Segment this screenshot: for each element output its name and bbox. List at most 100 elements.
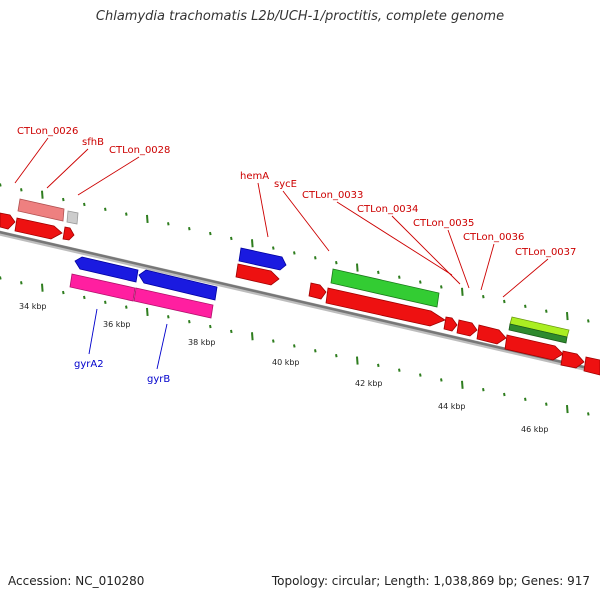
outer-tick xyxy=(314,256,317,260)
gene-feature-hema[interactable] xyxy=(235,263,280,286)
gene-label: gyrB xyxy=(147,374,170,385)
inner-tick xyxy=(335,353,338,358)
outer-tick xyxy=(587,319,590,323)
gene-label: CTLon_0035 xyxy=(413,218,474,229)
inner-tick xyxy=(377,363,380,368)
outer-tick xyxy=(146,214,149,224)
outer-tick xyxy=(440,285,443,289)
inner-tick xyxy=(230,329,233,334)
inner-tick xyxy=(482,387,485,392)
outer-tick xyxy=(20,188,23,192)
gene-label: gyrA2 xyxy=(74,359,104,370)
outer-tick xyxy=(209,231,212,236)
label-leader-lines xyxy=(14,137,549,370)
gene-features xyxy=(0,198,600,376)
gene-feature-red-3[interactable] xyxy=(62,226,75,241)
outer-tick xyxy=(230,236,233,241)
inner-tick xyxy=(104,300,107,304)
gene-feature-ctlon-0033[interactable] xyxy=(325,287,446,327)
outer-tick xyxy=(83,202,86,207)
inner-tick xyxy=(125,305,128,309)
inner-tick xyxy=(545,402,548,406)
leader-line xyxy=(88,308,98,355)
gene-label: CTLon_0033 xyxy=(302,190,363,201)
inner-tick xyxy=(293,344,296,348)
scale-labels: 34 kbp 36 kbp 38 kbp 40 kbp 42 kbp 44 kbp 46 k… xyxy=(19,302,549,434)
inner-tick xyxy=(440,378,443,382)
inner-tick xyxy=(167,315,170,319)
inner-ticks xyxy=(0,276,590,416)
gene-labels: CTLon_0026 sfhB CTLon_0028 hemA sycE CTLon_00… xyxy=(17,126,576,385)
gene-feature-gyrb[interactable] xyxy=(138,269,218,301)
inner-tick xyxy=(356,356,359,365)
genome-backbone-core xyxy=(0,230,600,373)
leader-line xyxy=(391,215,461,285)
inner-tick xyxy=(20,281,23,285)
outer-tick xyxy=(419,280,422,284)
gene-feature-ctlon-0037-dark[interactable] xyxy=(508,323,568,344)
gene-feature-syce[interactable] xyxy=(330,268,440,308)
topology-text: Topology: circular; Length: 1,038,869 bp… xyxy=(271,574,590,588)
inner-tick xyxy=(83,295,86,300)
outer-tick xyxy=(167,222,170,226)
scale-label: 36 kbp xyxy=(103,320,131,329)
page-title: Chlamydia trachomatis L2b/UCH-1/proctiti… xyxy=(95,9,505,24)
outer-tick xyxy=(188,226,191,231)
scale-label: 46 kbp xyxy=(521,425,549,434)
inner-tick xyxy=(419,373,422,377)
outer-tick xyxy=(335,260,338,265)
outer-tick xyxy=(41,190,44,199)
gene-feature-gyra2[interactable] xyxy=(74,256,139,283)
gene-label: CTLon_0028 xyxy=(109,145,170,156)
leader-line xyxy=(282,190,330,252)
scale-label: 38 kbp xyxy=(188,338,216,347)
inner-tick xyxy=(272,339,275,343)
gene-label: sycE xyxy=(274,179,297,190)
gene-label: CTLon_0026 xyxy=(17,126,78,137)
gene-feature-red-4[interactable] xyxy=(308,282,327,300)
scale-label: 34 kbp xyxy=(19,302,47,311)
gene-feature-red-5[interactable] xyxy=(504,334,564,361)
gene-label: CTLon_0036 xyxy=(463,232,524,243)
scale-label: 40 kbp xyxy=(272,358,300,367)
gene-feature-ctlon-0036[interactable] xyxy=(476,324,507,345)
gene-feature-red-1[interactable] xyxy=(0,212,16,230)
leader-line xyxy=(257,182,269,238)
outer-tick xyxy=(377,270,380,275)
inner-tick xyxy=(398,368,401,372)
gene-feature-gyrb-pink[interactable] xyxy=(133,287,214,319)
outer-tick xyxy=(524,304,527,309)
outer-tick xyxy=(0,183,2,187)
outer-tick xyxy=(62,197,65,202)
inner-tick xyxy=(587,412,590,416)
leader-line xyxy=(502,258,549,298)
outer-tick xyxy=(503,299,506,304)
outer-tick xyxy=(398,275,401,279)
inner-tick xyxy=(524,397,527,402)
inner-tick xyxy=(314,349,317,353)
leader-line xyxy=(156,323,168,370)
outer-tick xyxy=(272,246,275,250)
outer-tick xyxy=(104,207,107,211)
gene-feature-red-2[interactable] xyxy=(14,217,63,240)
leader-line xyxy=(46,148,89,189)
gene-feature-cds-blue-hema[interactable] xyxy=(238,247,287,271)
outer-tick xyxy=(125,212,128,216)
outer-tick xyxy=(461,287,464,296)
leader-line xyxy=(14,137,49,184)
gene-feature-ctlon-0026[interactable] xyxy=(17,198,65,222)
outer-tick xyxy=(482,294,485,299)
outer-tick xyxy=(293,251,296,255)
gene-feature-sfhb[interactable] xyxy=(66,210,79,225)
gene-label: hemA xyxy=(240,171,269,182)
gene-label: sfhB xyxy=(82,137,104,148)
gene-feature-red-7[interactable] xyxy=(583,356,600,376)
gene-feature-ctlon-0034[interactable] xyxy=(443,316,458,332)
inner-tick xyxy=(503,392,506,397)
inner-tick xyxy=(41,283,44,292)
outer-tick xyxy=(545,309,548,313)
gene-feature-ctlon-0035[interactable] xyxy=(456,319,478,337)
gene-feature-gyra2-pink[interactable] xyxy=(69,273,136,302)
gene-feature-red-6[interactable] xyxy=(560,350,585,369)
